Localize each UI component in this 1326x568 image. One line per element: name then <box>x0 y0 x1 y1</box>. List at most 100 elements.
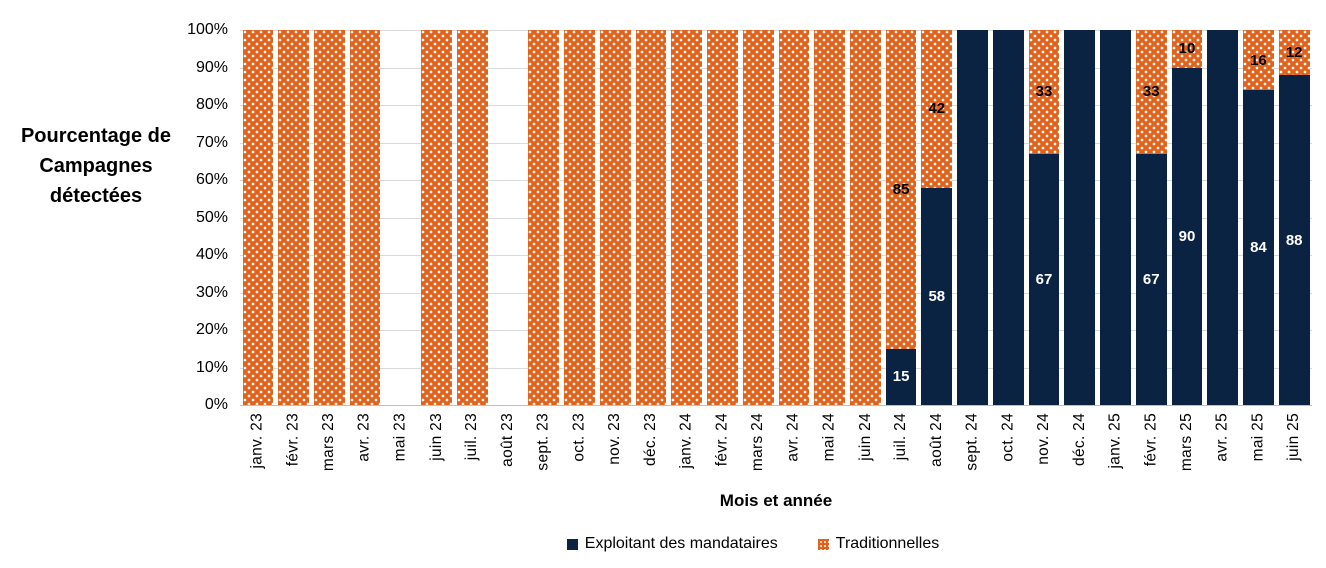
x-tick-slot: juil. 23 <box>454 410 490 492</box>
bar-nov. 24[interactable]: 33 67 <box>1028 30 1060 405</box>
x-tick-label: déc. 24 <box>1070 413 1088 466</box>
segment-traditionnelles[interactable] <box>421 30 452 405</box>
bar-janv. 24[interactable] <box>671 30 703 405</box>
bar-mai 24[interactable] <box>814 30 845 405</box>
x-tick-slot: nov. 24 <box>1026 410 1062 492</box>
bar-mai 25[interactable]: 16 84 <box>1243 30 1274 405</box>
segment-mandataires[interactable]: 67 <box>1028 153 1060 405</box>
segment-traditionnelles[interactable] <box>528 30 560 405</box>
segment-traditionnelles[interactable]: 10 <box>1171 30 1203 68</box>
bar-slot <box>955 30 991 405</box>
bar-févr. 24[interactable] <box>707 30 738 405</box>
segment-traditionnelles[interactable]: 85 <box>885 30 917 349</box>
y-tick-label: 100% <box>187 21 228 38</box>
bar-slot: 42 58 <box>919 30 955 405</box>
segment-traditionnelles[interactable] <box>742 30 774 405</box>
segment-mandataires[interactable]: 58 <box>921 187 953 405</box>
plot-area: 85 15 42 58 33 67 33 67 10 90 16 84 12 88 <box>240 30 1312 406</box>
segment-mandataires[interactable] <box>1207 30 1239 405</box>
x-tick-label: mai 25 <box>1249 413 1267 462</box>
segment-traditionnelles[interactable] <box>778 30 810 405</box>
legend-label-mandataires: Exploitant des mandataires <box>584 535 778 552</box>
bar-déc. 23[interactable] <box>635 30 667 405</box>
segment-traditionnelles[interactable] <box>599 30 631 405</box>
segment-traditionnelles[interactable]: 33 <box>1028 30 1060 154</box>
bar-mars 25[interactable]: 10 90 <box>1171 30 1203 405</box>
bar-slot <box>1098 30 1134 405</box>
bar-slot <box>526 30 562 405</box>
segment-traditionnelles[interactable] <box>814 30 845 405</box>
bar-slot <box>633 30 669 405</box>
segment-traditionnelles[interactable] <box>242 30 274 405</box>
bar-avr. 24[interactable] <box>778 30 810 405</box>
segment-mandataires[interactable] <box>1064 30 1096 405</box>
segment-traditionnelles[interactable] <box>313 30 345 405</box>
bar-slot <box>990 30 1026 405</box>
x-tick-slot: févr. 24 <box>705 410 741 492</box>
bar-juin 23[interactable] <box>421 30 452 405</box>
segment-traditionnelles[interactable]: 16 <box>1243 30 1274 90</box>
segment-mandataires[interactable] <box>992 30 1024 405</box>
x-tick-label: mars 25 <box>1177 413 1195 472</box>
bar-févr. 25[interactable]: 33 67 <box>1135 30 1167 405</box>
bar-juil. 24[interactable]: 85 15 <box>885 30 917 405</box>
legend-item-traditionnelles[interactable]: Traditionnelles <box>817 535 939 553</box>
segment-traditionnelles[interactable] <box>349 30 381 405</box>
bar-juin 24[interactable] <box>849 30 881 405</box>
data-label: 10 <box>1178 40 1196 58</box>
bar-avr. 23[interactable] <box>349 30 381 405</box>
data-label: 33 <box>1035 83 1053 101</box>
gridline <box>240 292 1312 294</box>
bar-juil. 23[interactable] <box>456 30 488 405</box>
y-tick-label: 70% <box>195 133 228 151</box>
segment-mandataires[interactable] <box>957 30 988 405</box>
segment-traditionnelles[interactable]: 42 <box>921 30 953 188</box>
bar-déc. 24[interactable] <box>1064 30 1096 405</box>
x-tick-label: avr. 24 <box>784 413 802 462</box>
bar-slot <box>812 30 848 405</box>
bar-août 24[interactable]: 42 58 <box>921 30 953 405</box>
segment-mandataires[interactable]: 67 <box>1135 153 1167 405</box>
bar-avr. 25[interactable] <box>1207 30 1239 405</box>
segment-mandataires[interactable]: 84 <box>1243 90 1274 405</box>
segment-traditionnelles[interactable] <box>635 30 667 405</box>
segment-mandataires[interactable]: 90 <box>1171 67 1203 405</box>
bar-slot <box>597 30 633 405</box>
bar-sept. 24[interactable] <box>957 30 988 405</box>
segment-mandataires[interactable]: 88 <box>1278 75 1310 405</box>
bar-sept. 23[interactable] <box>528 30 560 405</box>
x-tick-slot: nov. 23 <box>597 410 633 492</box>
bar-mars 24[interactable] <box>742 30 774 405</box>
bar-janv. 25[interactable] <box>1100 30 1131 405</box>
x-axis-title: Mois et année <box>719 491 833 510</box>
segment-traditionnelles[interactable] <box>707 30 738 405</box>
x-tick-slot: avr. 24 <box>776 410 812 492</box>
segment-mandataires[interactable]: 15 <box>885 348 917 405</box>
segment-traditionnelles[interactable]: 33 <box>1135 30 1167 154</box>
x-tick-slot: févr. 23 <box>276 410 312 492</box>
segment-mandataires[interactable] <box>1100 30 1131 405</box>
bar-slot <box>562 30 598 405</box>
segment-traditionnelles[interactable] <box>456 30 488 405</box>
bar-nov. 23[interactable] <box>599 30 631 405</box>
bar-oct. 24[interactable] <box>992 30 1024 405</box>
bar-juin 25[interactable]: 12 88 <box>1278 30 1310 405</box>
x-tick-label: juin 25 <box>1285 413 1303 461</box>
segment-traditionnelles[interactable] <box>849 30 881 405</box>
x-tick-label: juin 23 <box>427 413 445 461</box>
bar-slot <box>419 30 455 405</box>
bar-slot <box>454 30 490 405</box>
segment-traditionnelles[interactable] <box>564 30 595 405</box>
segment-traditionnelles[interactable]: 12 <box>1278 30 1310 75</box>
segment-traditionnelles[interactable] <box>278 30 309 405</box>
x-tick-slot: déc. 23 <box>633 410 669 492</box>
y-tick-labels: 100% 90% 80% 70% 60% 50% 40% 30% 20% 10% 0% <box>0 21 228 413</box>
x-tick-slot: mars 25 <box>1169 410 1205 492</box>
bar-mars 23[interactable] <box>313 30 345 405</box>
bar-oct. 23[interactable] <box>564 30 595 405</box>
bar-févr. 23[interactable] <box>278 30 309 405</box>
data-label: 12 <box>1285 44 1303 61</box>
bar-janv. 23[interactable] <box>242 30 274 405</box>
segment-traditionnelles[interactable] <box>671 30 703 405</box>
legend-item-mandataires[interactable]: Exploitant des mandataires <box>566 535 778 553</box>
